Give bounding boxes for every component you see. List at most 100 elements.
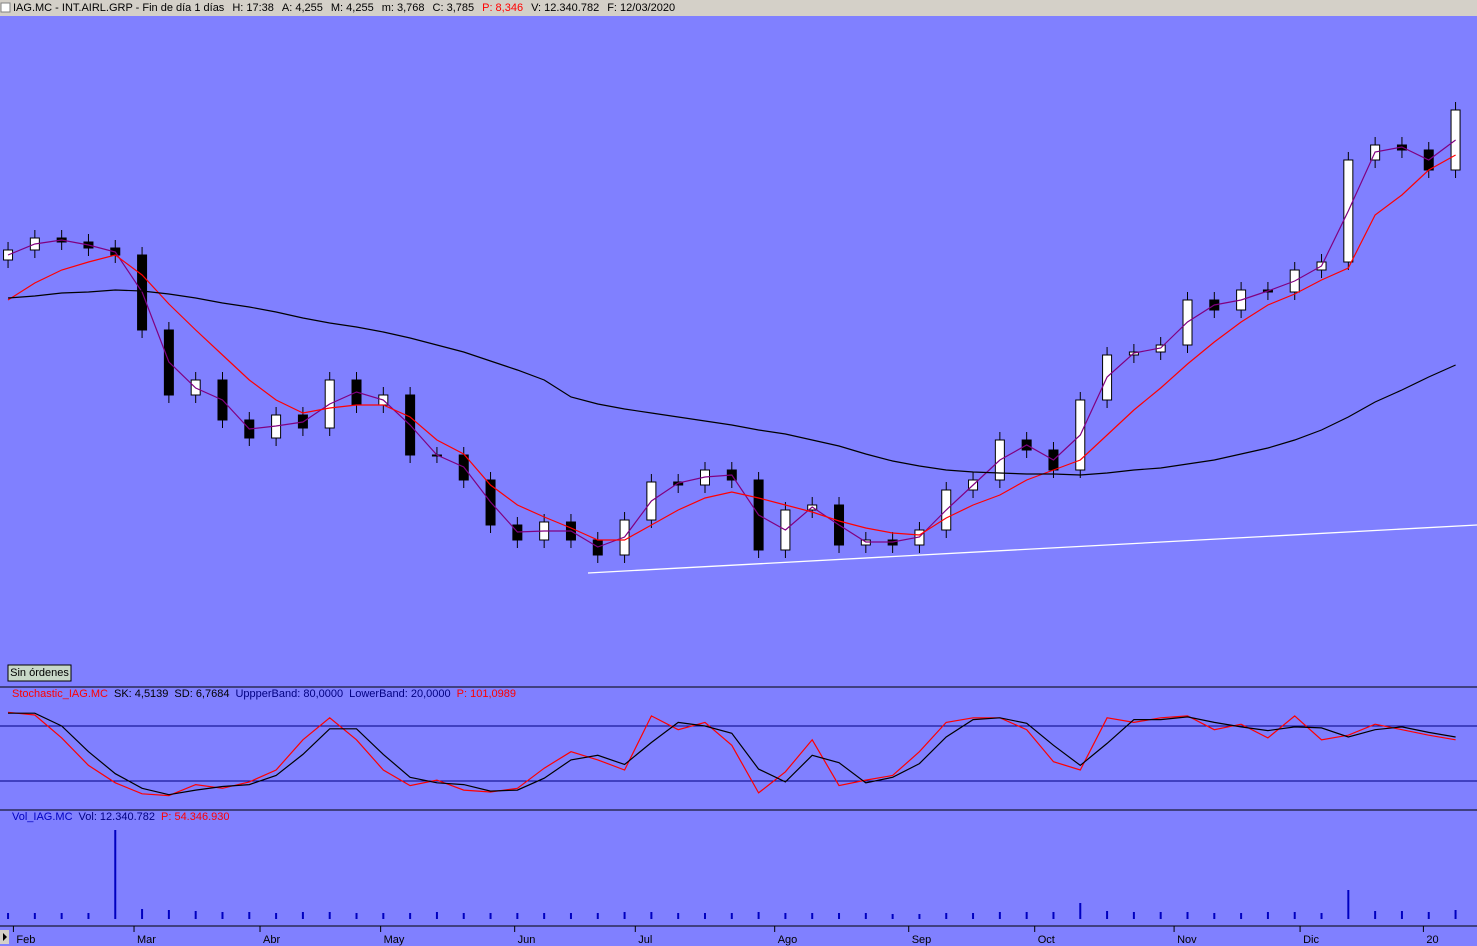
volume-bar bbox=[1266, 912, 1269, 919]
legend: Vol_IAG.MC Vol: 12.340.782 P: 54.346.930 bbox=[12, 811, 230, 823]
legend-entry: LowerBand: 20,0000 bbox=[349, 688, 451, 700]
x-tick-label: Feb bbox=[16, 934, 35, 946]
series-line bbox=[8, 712, 1456, 796]
orders-button[interactable] bbox=[7, 664, 72, 682]
volume-bar bbox=[1213, 913, 1216, 919]
volume-bar bbox=[435, 912, 438, 919]
legend-entry: Vol: 12.340.782 bbox=[79, 811, 155, 823]
volume-bar bbox=[114, 830, 117, 919]
volume-bar bbox=[1132, 912, 1135, 919]
x-tick-label: Nov bbox=[1177, 934, 1197, 946]
header-field: C: 3,785 bbox=[433, 2, 475, 14]
legend: Stochastic_IAG.MC SK: 4,5139 SD: 6,7684 Upp… bbox=[12, 688, 516, 700]
x-tick-label: Oct bbox=[1038, 934, 1055, 946]
volume-bar bbox=[489, 913, 492, 919]
volume-bar bbox=[1159, 912, 1162, 919]
volume-bar bbox=[462, 913, 465, 919]
series-line bbox=[7, 139, 1456, 548]
volume-bar bbox=[87, 913, 90, 919]
header-field: m: 3,768 bbox=[382, 2, 425, 14]
header-field: M: 4,255 bbox=[331, 2, 374, 14]
volume-bar bbox=[1240, 913, 1243, 919]
volume-bar bbox=[891, 914, 894, 919]
header-field: H: 17:38 bbox=[232, 2, 274, 14]
legend-entry: SD: 6,7684 bbox=[174, 688, 229, 700]
series-line bbox=[7, 289, 1456, 476]
volume-bar bbox=[972, 913, 975, 919]
legend-entry: UppperBand: 80,0000 bbox=[235, 688, 343, 700]
volume-bar bbox=[784, 913, 787, 919]
x-tick-label: Ago bbox=[778, 934, 798, 946]
series-line bbox=[7, 711, 1456, 797]
scroll-arrow-icon bbox=[3, 933, 7, 941]
volume-bar bbox=[730, 913, 733, 919]
volume-bar bbox=[1320, 913, 1323, 919]
header-field: V: 12.340.782 bbox=[531, 2, 599, 14]
header-field: P: 8,346 bbox=[482, 2, 523, 14]
volume-bar bbox=[1427, 912, 1430, 919]
x-tick-label: Abr bbox=[263, 934, 280, 946]
volume-bar bbox=[623, 912, 626, 919]
volume-bar bbox=[998, 912, 1001, 919]
x-tick-label: Mar bbox=[137, 934, 156, 946]
header-bar bbox=[0, 0, 1477, 16]
volume-bar bbox=[33, 913, 36, 919]
x-tick-label: 20 bbox=[1426, 934, 1438, 946]
volume-bar bbox=[1454, 910, 1457, 919]
volume-bar bbox=[596, 913, 599, 919]
volume-bar bbox=[194, 911, 197, 919]
volume-bar bbox=[543, 913, 546, 919]
volume-bar bbox=[301, 912, 304, 919]
legend-entry: SK: 4,5139 bbox=[114, 688, 168, 700]
header-text: IAG.MC - INT.AIRL.GRP - Fin de día 1 día… bbox=[13, 2, 675, 14]
header-field: F: 12/03/2020 bbox=[607, 2, 675, 14]
volume-bar bbox=[757, 912, 760, 919]
volume-bar bbox=[677, 913, 680, 919]
volume-bar bbox=[355, 913, 358, 919]
volume-bar bbox=[1347, 890, 1350, 919]
orders-button-label[interactable]: Sin órdenes bbox=[10, 667, 69, 679]
x-tick-label: Jul bbox=[638, 934, 652, 946]
volume-bar bbox=[650, 912, 653, 919]
volume-bar bbox=[1079, 903, 1082, 919]
volume-bar bbox=[1400, 911, 1403, 919]
legend-entry: P: 54.346.930 bbox=[161, 811, 230, 823]
x-tick-label: Jun bbox=[518, 934, 536, 946]
volume-bar bbox=[811, 913, 814, 919]
legend-entry: Vol_IAG.MC bbox=[12, 811, 73, 823]
volume-bar bbox=[248, 912, 251, 919]
volume-bar bbox=[1186, 912, 1189, 919]
volume-bar bbox=[516, 913, 519, 919]
volume-bar bbox=[918, 914, 921, 919]
volume-bar bbox=[409, 913, 412, 919]
volume-bar bbox=[1025, 912, 1028, 919]
volume-bar bbox=[60, 913, 63, 919]
header-field: A: 4,255 bbox=[282, 2, 323, 14]
volume-bar bbox=[1052, 912, 1055, 919]
header-title: IAG.MC - INT.AIRL.GRP - Fin de día 1 día… bbox=[13, 2, 225, 14]
x-tick-label: May bbox=[384, 934, 405, 946]
volume-bar bbox=[1293, 912, 1296, 919]
volume-bar bbox=[221, 912, 224, 919]
volume-bar bbox=[703, 913, 706, 919]
x-tick-label: Dic bbox=[1303, 934, 1319, 946]
trend-line bbox=[587, 524, 1477, 574]
volume-bar bbox=[1374, 911, 1377, 919]
volume-bar bbox=[7, 913, 10, 919]
x-tick-label: Sep bbox=[912, 934, 932, 946]
volume-bar bbox=[382, 913, 385, 919]
legend-entry: Stochastic_IAG.MC bbox=[12, 688, 108, 700]
volume-bar bbox=[141, 909, 144, 919]
header-icon bbox=[0, 2, 11, 13]
volume-bar bbox=[864, 913, 867, 919]
volume-bar bbox=[945, 913, 948, 919]
volume-bar bbox=[838, 913, 841, 919]
volume-bar bbox=[569, 913, 572, 919]
series-line bbox=[7, 154, 1456, 541]
legend-entry: P: 101,0989 bbox=[457, 688, 516, 700]
volume-bar bbox=[328, 912, 331, 919]
volume-bar bbox=[167, 910, 170, 919]
